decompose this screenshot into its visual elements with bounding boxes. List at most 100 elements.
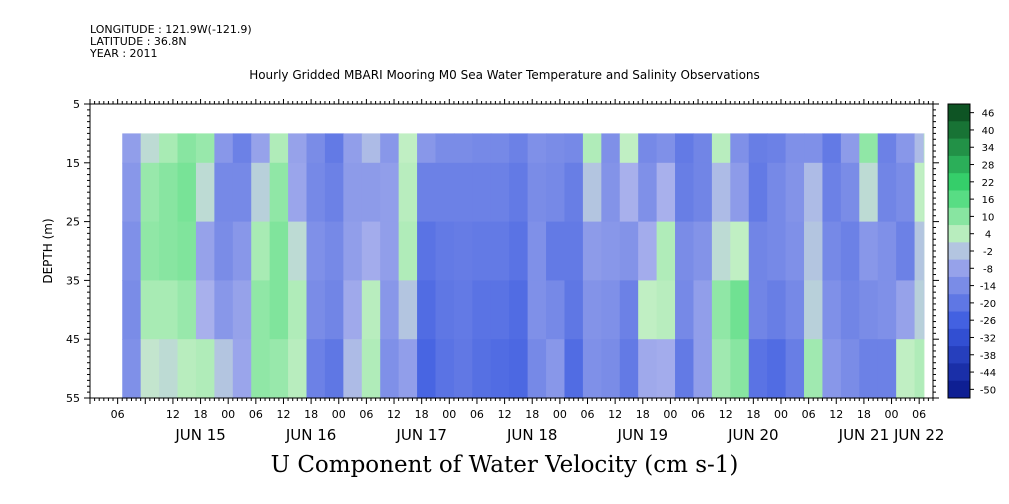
heatmap-cell — [361, 221, 381, 281]
heatmap-cell — [748, 280, 768, 340]
heatmap-cell — [195, 339, 215, 399]
chart-caption: U Component of Water Velocity (cm s-1) — [270, 452, 739, 478]
x-tick-label: 12 — [608, 408, 622, 421]
colorbar-segment — [948, 328, 970, 347]
colorbar-segment — [948, 121, 970, 140]
colorbar-segment — [948, 173, 970, 191]
heatmap-cell — [509, 339, 529, 399]
colorbar-segment — [948, 138, 970, 157]
heatmap-cell — [546, 162, 566, 223]
heatmap-cell — [822, 339, 842, 399]
heatmap-cell — [380, 221, 400, 281]
heatmap-cell — [324, 339, 344, 399]
heatmap-cell — [324, 221, 344, 281]
heatmap-cell — [675, 221, 695, 281]
heatmap-cell — [453, 339, 473, 399]
heatmap-cell — [361, 162, 381, 223]
x-tick-label: 06 — [691, 408, 705, 421]
colorbar-label: -20 — [980, 299, 996, 310]
heatmap-cell — [269, 280, 289, 340]
heatmap-cell — [582, 280, 602, 340]
heatmap-cell — [638, 133, 658, 164]
y-axis: 5 15 25 35 45 55 — [66, 98, 939, 405]
heatmap-cell — [324, 280, 344, 340]
x-day-label: JUN 19 — [617, 426, 668, 444]
heatmap-cell — [214, 339, 234, 399]
heatmap-cell — [177, 339, 197, 399]
colorbar-label: 4 — [985, 230, 991, 241]
heatmap-cell — [822, 221, 842, 281]
heatmap-cell — [122, 162, 142, 223]
latitude-label: LATITUDE : 36.8N — [90, 35, 187, 48]
heatmap-cell — [656, 339, 676, 399]
heatmap-cell — [564, 133, 584, 164]
heatmap-cell — [214, 162, 234, 223]
heatmap-cell — [177, 280, 197, 340]
heatmap-cell — [417, 162, 437, 223]
heatmap-cell — [822, 162, 842, 223]
x-tick-label: 06 — [470, 408, 484, 421]
y-tick-label: 15 — [66, 157, 80, 170]
colorbar-segment — [948, 259, 970, 278]
heatmap-cell — [619, 133, 639, 164]
heatmap-cell — [877, 162, 897, 223]
heatmap-cell — [896, 280, 916, 340]
y-tick-label: 5 — [73, 98, 80, 111]
heatmap-cell — [435, 339, 455, 399]
heatmap-cell — [288, 221, 308, 281]
heatmap-cell — [656, 221, 676, 281]
heatmap-cell — [748, 339, 768, 399]
heatmap-cell — [472, 221, 492, 281]
x-tick-label: 06 — [802, 408, 816, 421]
heatmap-cell — [490, 133, 510, 164]
heatmap-cell — [306, 280, 326, 340]
heatmap-cell — [564, 221, 584, 281]
x-day-label: JUN 17 — [395, 426, 446, 444]
heatmap-cell — [251, 280, 271, 340]
heatmap-cell — [490, 162, 510, 223]
heatmap-cell — [877, 221, 897, 281]
heatmap-cell — [693, 221, 713, 281]
heatmap-cell — [435, 162, 455, 223]
heatmap-cell — [509, 162, 529, 223]
heatmap-cell — [923, 221, 925, 281]
heatmap-cell — [785, 280, 805, 340]
heatmap-cell — [232, 162, 252, 223]
colorbar-segment — [948, 346, 970, 364]
heatmap-cell — [398, 221, 418, 281]
colorbar-label: -32 — [980, 333, 996, 344]
heatmap-cell — [417, 280, 437, 340]
heatmap-cell — [877, 133, 897, 164]
heatmap-cell — [269, 339, 289, 399]
x-tick-label: 18 — [525, 408, 539, 421]
heatmap-cell — [730, 133, 750, 164]
x-tick-label: 12 — [829, 408, 843, 421]
heatmap-cell — [804, 280, 824, 340]
heatmap-cell — [914, 339, 925, 399]
heatmap-cell — [785, 133, 805, 164]
heatmap-cell — [159, 221, 179, 281]
chart-title: Hourly Gridded MBARI Mooring M0 Sea Wate… — [249, 68, 760, 82]
heatmap-cell — [398, 339, 418, 399]
heatmap-cell — [767, 133, 787, 164]
heatmap-cell — [693, 133, 713, 164]
heatmap-cell — [638, 339, 658, 399]
heatmap-cell — [804, 162, 824, 223]
heatmap-cell — [527, 280, 547, 340]
x-tick-label: 18 — [746, 408, 760, 421]
x-tick-label: 00 — [885, 408, 899, 421]
heatmap-cell — [767, 162, 787, 223]
colorbar-segment — [948, 190, 970, 209]
heatmap-cell — [564, 162, 584, 223]
heatmap-cell — [398, 280, 418, 340]
heatmap-cell — [896, 133, 916, 164]
heatmap-cell — [159, 162, 179, 223]
heatmap-cell — [490, 221, 510, 281]
x-tick-label: 12 — [387, 408, 401, 421]
x-tick-label: 18 — [194, 408, 208, 421]
heatmap-cell — [711, 162, 731, 223]
heatmap-cell — [472, 280, 492, 340]
x-tick-label: 18 — [857, 408, 871, 421]
heatmap-cell — [840, 133, 860, 164]
